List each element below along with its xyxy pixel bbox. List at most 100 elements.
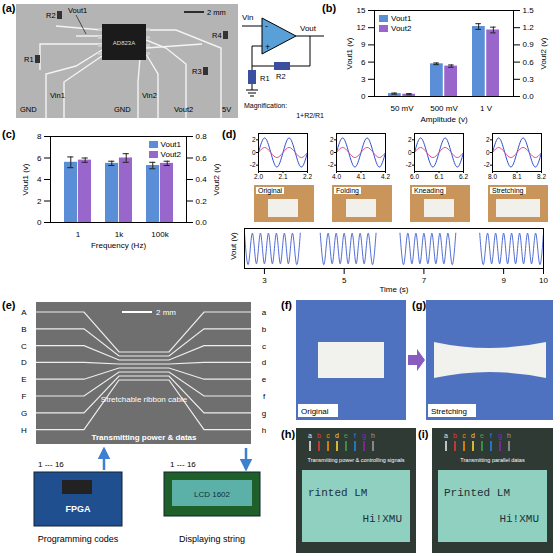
svg-text:d: d [335,432,339,439]
svg-text:g: g [498,432,502,440]
svg-text:A: A [21,308,27,317]
svg-text:a: a [444,432,448,439]
svg-text:5V: 5V [222,105,231,114]
svg-text:0: 0 [330,149,334,156]
svg-text:-2: -2 [328,161,334,168]
svg-text:Transmitting power & controlli: Transmitting power & controlling signals [307,457,404,463]
svg-text:8.1: 8.1 [512,173,521,180]
svg-text:Frequency (Hz): Frequency (Hz) [91,241,146,250]
svg-text:5: 5 [342,276,347,285]
svg-text:R2: R2 [276,72,286,81]
svg-text:R4: R4 [212,31,222,40]
svg-text:Vout1 (v): Vout1 (v) [21,163,30,195]
svg-text:E: E [21,375,26,384]
svg-text:Transmitting power & datas: Transmitting power & datas [92,433,197,442]
svg-text:0.2: 0.2 [196,197,208,206]
svg-text:+: + [265,42,270,52]
svg-text:Vin1: Vin1 [50,91,65,100]
svg-text:d: d [262,358,266,367]
svg-text:100k: 100k [151,230,169,239]
svg-text:Vout2 (v): Vout2 (v) [212,163,221,195]
svg-text:AD823A: AD823A [113,40,135,46]
svg-text:Vout2: Vout2 [174,105,193,114]
svg-text:C: C [21,342,27,351]
svg-text:8.2: 8.2 [537,173,546,180]
svg-text:h: h [507,432,511,439]
svg-text:h: h [371,432,375,439]
svg-text:-: - [265,21,268,31]
svg-text:Vout1 (v): Vout1 (v) [345,37,354,69]
svg-text:0: 0 [486,149,490,156]
svg-text:Transmitting parallel datas: Transmitting parallel datas [460,457,525,463]
svg-text:0.6: 0.6 [196,154,208,163]
svg-text:GND: GND [114,105,131,114]
svg-text:B: B [21,325,26,334]
svg-text:8: 8 [37,132,42,141]
svg-text:0: 0 [37,218,42,227]
svg-text:2: 2 [330,136,334,143]
svg-text:-2: -2 [250,161,256,168]
svg-text:0: 0 [252,149,256,156]
svg-text:f: f [490,432,492,439]
svg-text:12: 12 [357,23,366,32]
svg-text:500 mV: 500 mV [430,104,458,113]
svg-text:b: b [262,325,267,334]
svg-text:a: a [262,308,267,317]
svg-text:G: G [21,409,27,418]
svg-text:2 mm: 2 mm [156,308,176,317]
svg-text:f: f [263,392,266,401]
svg-text:2.2: 2.2 [303,173,312,180]
svg-text:4: 4 [37,175,42,184]
svg-text:Vout1: Vout1 [68,6,87,15]
svg-text:7: 7 [422,276,427,285]
svg-text:Original: Original [301,407,329,416]
svg-text:e: e [344,432,348,439]
svg-text:Stretching: Stretching [431,407,467,416]
svg-text:R2: R2 [46,11,56,20]
svg-text:2.0: 2.0 [254,173,263,180]
svg-text:0.4: 0.4 [196,175,208,184]
svg-text:2: 2 [37,197,42,206]
svg-text:Hi!XMU: Hi!XMU [499,513,539,525]
svg-text:1k: 1k [115,230,124,239]
svg-text:1 --- 16: 1 --- 16 [170,460,196,469]
svg-text:H: H [21,426,27,435]
svg-text:e: e [262,375,267,384]
svg-text:1: 1 [76,230,81,239]
svg-text:9: 9 [501,276,506,285]
svg-text:1 V: 1 V [480,104,493,113]
svg-text:2 mm: 2 mm [207,8,226,17]
svg-text:Magnification:: Magnification: [244,102,287,110]
svg-text:GND: GND [20,105,37,114]
svg-text:R1: R1 [260,74,270,83]
svg-text:F: F [22,392,27,401]
svg-text:3: 3 [262,276,267,285]
svg-text:Amplitude (v): Amplitude (v) [420,115,467,124]
svg-text:Stretchable ribbon cable: Stretchable ribbon cable [101,395,188,404]
svg-text:0.3: 0.3 [523,75,535,84]
svg-text:Vout2 (v): Vout2 (v) [539,37,548,69]
svg-text:Vout: Vout [300,24,317,33]
svg-text:6: 6 [361,58,366,67]
svg-text:1 --- 16: 1 --- 16 [38,460,64,469]
svg-text:a: a [308,432,312,439]
svg-text:0.9: 0.9 [523,40,535,49]
svg-text:2: 2 [486,136,490,143]
svg-text:Vin: Vin [242,13,253,22]
svg-text:4.2: 4.2 [381,173,390,180]
svg-text:6.1: 6.1 [434,173,443,180]
svg-text:4.0: 4.0 [332,173,341,180]
svg-text:4.1: 4.1 [356,173,365,180]
svg-text:h: h [262,426,266,435]
svg-text:Programming codes: Programming codes [38,534,119,544]
svg-text:1+R2/R1: 1+R2/R1 [296,112,324,119]
svg-text:e: e [480,432,484,439]
svg-text:c: c [326,432,330,439]
svg-text:R3: R3 [192,67,202,76]
svg-text:Printed LM: Printed LM [444,487,510,499]
svg-text:0: 0 [408,149,412,156]
svg-text:0.0: 0.0 [523,92,535,101]
svg-text:Vout (v): Vout (v) [229,232,238,260]
svg-text:0.0: 0.0 [196,218,208,227]
svg-text:R1: R1 [24,55,34,64]
